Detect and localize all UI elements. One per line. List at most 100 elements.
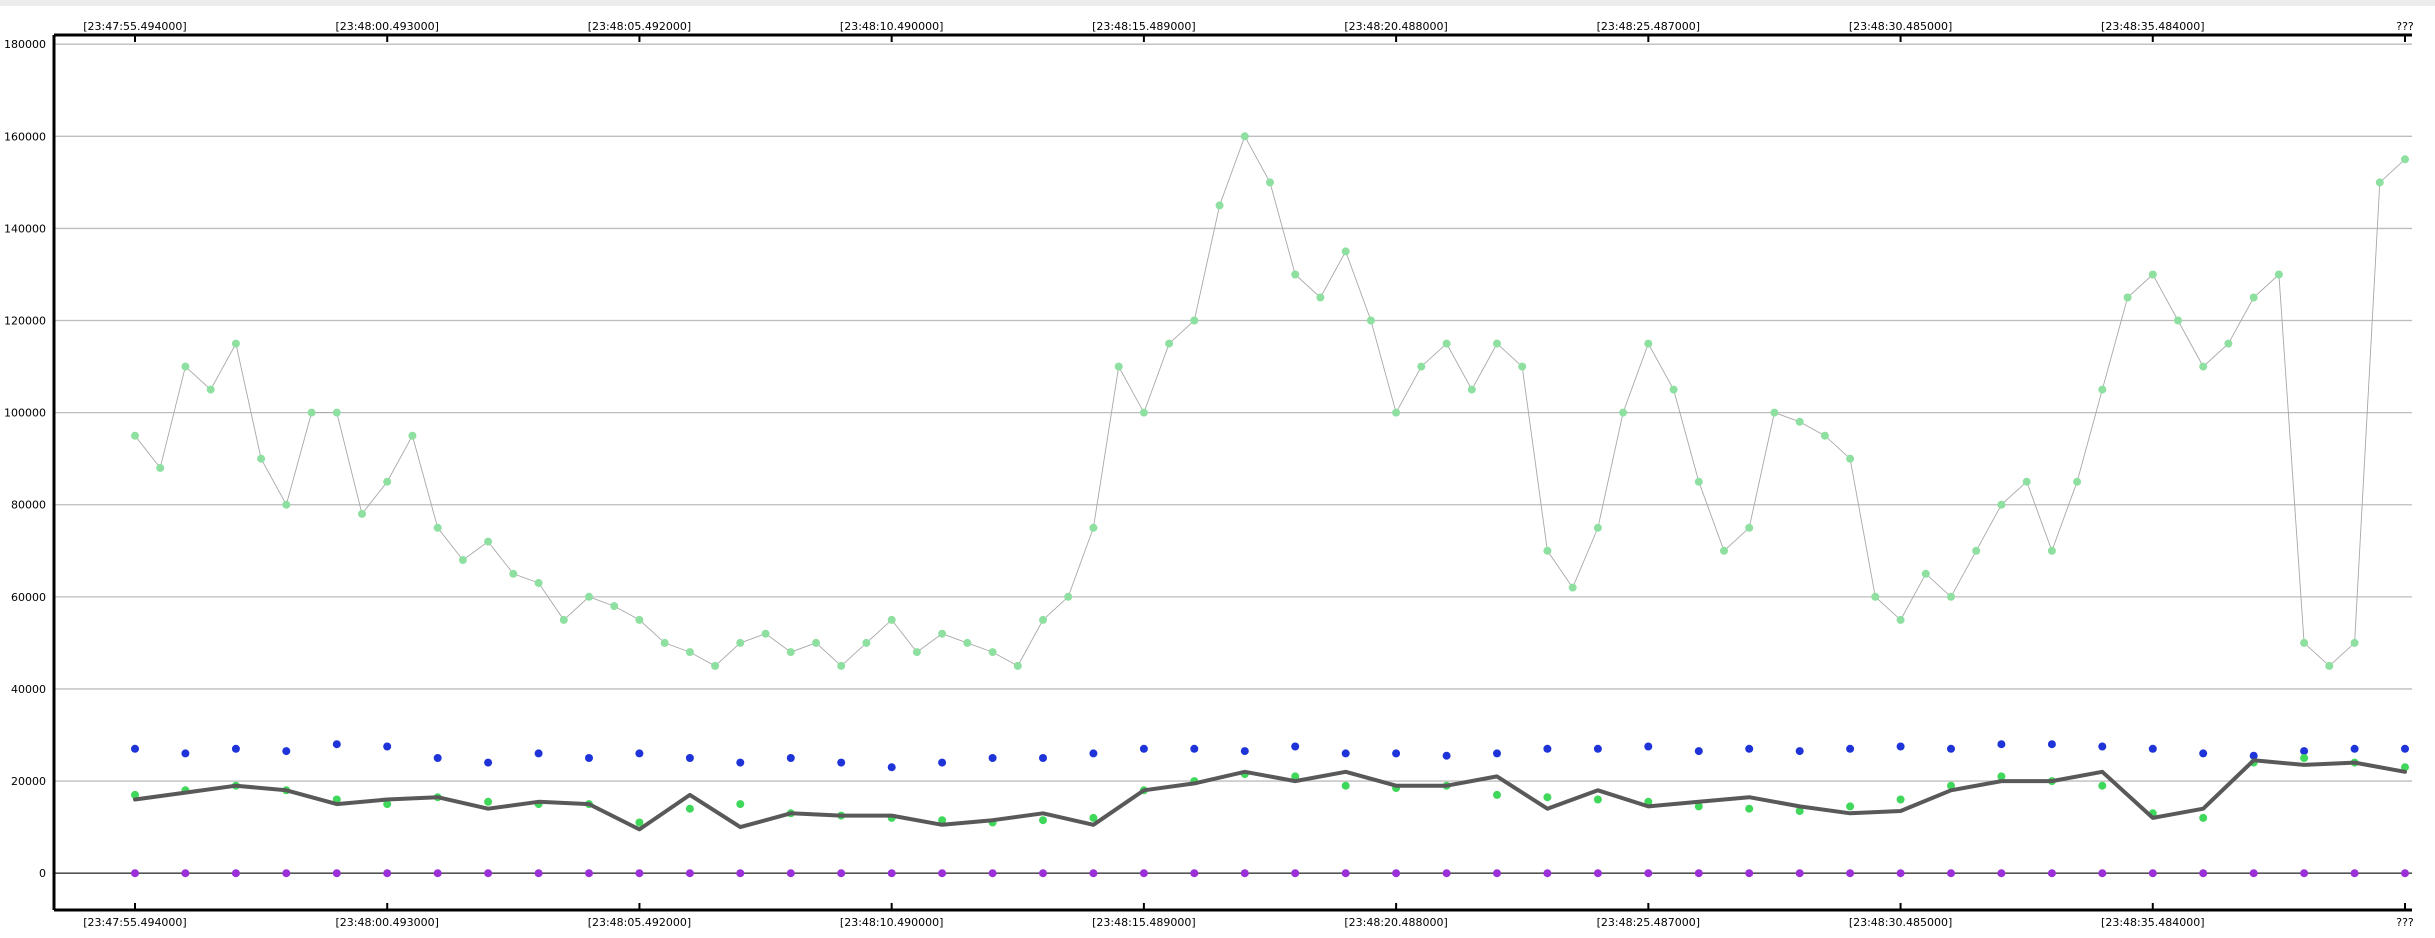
moving-average-line [133,758,2407,832]
data-point [685,869,694,878]
data-point [2123,293,2132,302]
data-point [1947,781,1955,790]
data-point [1442,339,1451,348]
data-point [1543,793,1552,802]
data-point [1921,569,1930,578]
data-point [1947,869,1955,878]
data-point [484,869,493,878]
data-point [534,869,543,878]
data-point [2274,270,2283,279]
window-top-strip [0,0,2435,6]
data-point [887,869,896,878]
data-point [1493,790,1501,799]
data-point [484,797,493,806]
data-point [1846,869,1855,878]
data-point [2300,869,2309,878]
data-point [2325,661,2334,670]
data-point [1064,592,1073,601]
series-large-inner [131,740,2409,772]
data-point [938,629,947,638]
data-point [1215,201,1224,210]
data-point [1669,385,1678,394]
data-point [2199,362,2208,371]
data-point [1795,807,1804,815]
series-small [131,869,2409,878]
data-point [307,408,316,417]
data-point [484,758,493,767]
x-tick-label-top: [23:48:10.490000] [840,20,943,33]
data-point [2401,763,2409,772]
data-point [257,454,266,463]
data-point [887,763,896,772]
y-tick-label: 140000 [4,222,46,235]
data-point [1493,869,1501,878]
data-point [2199,749,2208,758]
data-point [837,661,846,670]
data-point [559,615,568,624]
data-point [635,615,644,624]
data-point [1392,749,1401,758]
data-point [1341,781,1350,790]
data-point [2350,744,2359,753]
data-point [1694,802,1703,811]
data-point [1745,523,1754,532]
y-tick-label: 20000 [11,775,46,788]
data-point [1442,869,1451,878]
data-point [1795,869,1804,878]
data-point [761,629,770,638]
data-point [660,638,669,647]
data-point [181,362,190,371]
x-tick-label-bottom: [23:48:30.485000] [1849,916,1952,929]
x-tick-labels-top: [23:47:55.494000] [23:48:00.493000] [23:48… [83,20,2414,33]
data-point [383,742,392,751]
data-point [2401,155,2409,164]
data-point [2148,270,2157,279]
data-point [1543,869,1552,878]
data-point [181,869,190,878]
data-point [685,754,694,762]
data-point [1190,316,1199,325]
data-point [282,747,291,756]
data-point [1392,869,1401,878]
data-point [862,638,871,647]
series-layer [131,132,2409,878]
data-point [2199,869,2208,878]
data-point [2300,747,2309,756]
data-point [1240,747,1249,756]
data-point [1518,362,1527,371]
data-point [938,816,947,825]
data-point [837,758,846,767]
data-point [2148,869,2157,878]
data-point [786,754,795,762]
data-point [988,754,997,762]
y-tick-label: 80000 [11,499,46,512]
data-point [1846,802,1855,811]
data-point [2401,744,2409,753]
data-point [1593,523,1602,532]
data-point [206,385,215,394]
x-tick-label-bottom: [23:47:55.494000] [83,916,186,929]
data-point [1947,744,1955,753]
data-point [1846,454,1855,463]
data-point [1896,795,1905,804]
x-tick-label-top: [23:48:30.485000] [1849,20,1952,33]
series-medium [131,754,2409,827]
data-point [509,569,518,578]
data-point [711,661,720,670]
data-point [1039,869,1047,878]
x-tick-label-bottom: [23:48:00.493000] [335,916,438,929]
data-point [786,869,795,878]
data-point [635,869,644,878]
data-point [1341,247,1350,256]
data-point [1039,754,1047,762]
data-point [635,818,644,827]
y-tick-label: 40000 [11,683,46,696]
data-point [812,638,820,647]
data-point [1568,583,1577,592]
data-point [887,615,896,624]
data-point [736,869,745,878]
series-moving-average [133,758,2407,832]
data-point [1745,869,1754,878]
data-point [1266,178,1274,187]
data-point [1139,869,1148,878]
